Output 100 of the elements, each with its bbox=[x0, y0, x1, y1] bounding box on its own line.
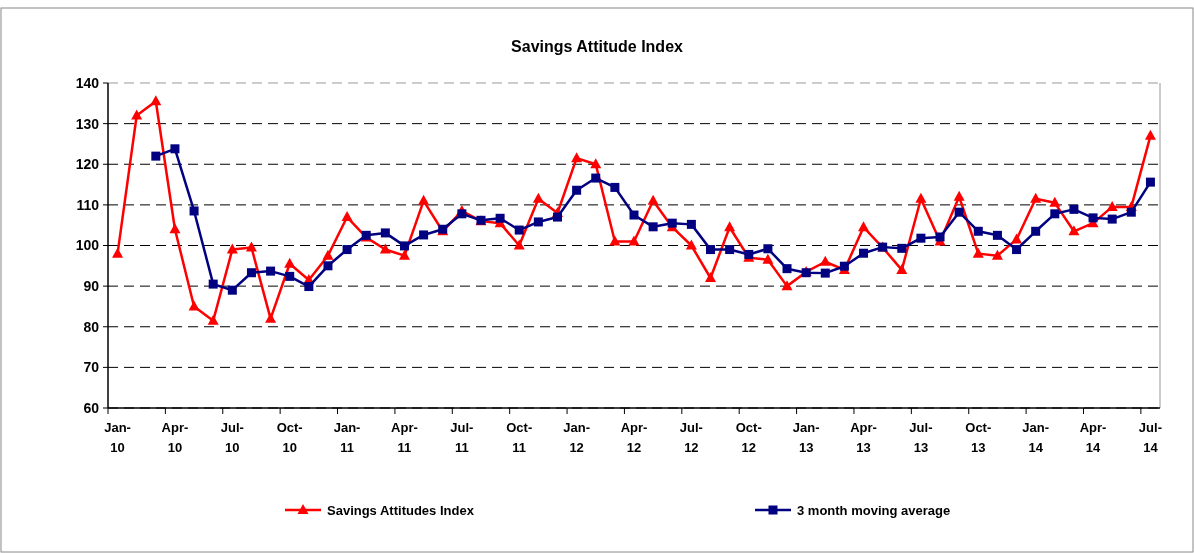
point bbox=[341, 211, 353, 222]
point bbox=[1049, 196, 1061, 207]
point bbox=[189, 206, 199, 216]
point bbox=[648, 222, 658, 232]
point bbox=[399, 241, 409, 251]
point bbox=[1031, 226, 1041, 236]
point bbox=[629, 210, 639, 220]
point bbox=[647, 194, 659, 205]
point bbox=[1126, 207, 1136, 217]
point bbox=[131, 109, 143, 120]
x-tick-label: Jan-12 bbox=[563, 420, 590, 455]
point bbox=[170, 144, 180, 154]
point bbox=[628, 235, 640, 246]
point bbox=[591, 173, 601, 183]
x-tick-label: Apr-10 bbox=[161, 420, 189, 455]
point bbox=[323, 261, 333, 271]
point bbox=[896, 263, 908, 274]
point bbox=[150, 95, 162, 106]
point bbox=[725, 245, 735, 255]
y-tick-label: 80 bbox=[83, 318, 100, 335]
point bbox=[514, 225, 524, 235]
x-tick-label: Oct-13 bbox=[965, 420, 992, 455]
point bbox=[342, 245, 352, 255]
point bbox=[495, 213, 505, 223]
point bbox=[552, 212, 562, 222]
point bbox=[304, 282, 314, 292]
point bbox=[705, 272, 717, 282]
x-tick-label: Apr-13 bbox=[850, 420, 877, 455]
point bbox=[457, 209, 467, 219]
point bbox=[1012, 245, 1022, 255]
point bbox=[819, 255, 831, 266]
point bbox=[1069, 204, 1079, 214]
point bbox=[915, 192, 927, 203]
point bbox=[667, 218, 677, 228]
point bbox=[762, 253, 774, 264]
point bbox=[897, 243, 907, 253]
x-tick-label: Jan-11 bbox=[333, 420, 361, 455]
y-tick-label: 70 bbox=[83, 359, 100, 376]
point bbox=[265, 312, 277, 323]
y-tick-label: 100 bbox=[75, 237, 100, 254]
point bbox=[972, 247, 984, 258]
x-tick-label: Apr-11 bbox=[391, 420, 418, 455]
point bbox=[1106, 200, 1118, 211]
point bbox=[686, 219, 696, 229]
point bbox=[1068, 225, 1080, 236]
point bbox=[226, 243, 238, 254]
point bbox=[419, 230, 429, 240]
point bbox=[1050, 209, 1060, 219]
point bbox=[380, 228, 390, 238]
point bbox=[609, 235, 621, 246]
point bbox=[782, 264, 792, 274]
x-tick-label: Jul-11 bbox=[450, 420, 474, 455]
y-tick-label: 90 bbox=[83, 278, 100, 295]
point bbox=[935, 232, 945, 242]
point bbox=[724, 221, 736, 232]
x-tick-label: Oct-12 bbox=[735, 420, 762, 455]
point bbox=[379, 243, 391, 254]
chart-title: Savings Attitude Index bbox=[511, 38, 684, 55]
point bbox=[991, 249, 1003, 260]
x-tick-label: Jan-14 bbox=[1022, 420, 1050, 455]
y-tick-label: 130 bbox=[75, 115, 100, 132]
point bbox=[151, 151, 161, 161]
point bbox=[418, 194, 430, 205]
point bbox=[188, 300, 200, 311]
point bbox=[1011, 233, 1023, 244]
y-tick-label: 120 bbox=[75, 156, 100, 173]
x-tick-label: Oct-10 bbox=[276, 420, 303, 455]
point bbox=[207, 314, 219, 325]
x-tick-label: Jul-10 bbox=[220, 420, 244, 455]
point bbox=[685, 239, 697, 250]
point bbox=[284, 257, 296, 268]
point bbox=[610, 182, 620, 192]
legend-label: Savings Attitudes Index bbox=[327, 502, 475, 518]
y-tick-label: 140 bbox=[75, 74, 100, 91]
point bbox=[513, 239, 525, 250]
point bbox=[953, 190, 965, 201]
point bbox=[1144, 129, 1156, 140]
point bbox=[973, 226, 983, 236]
x-tick-label: Apr-14 bbox=[1079, 420, 1107, 455]
point bbox=[572, 185, 582, 195]
point bbox=[1107, 214, 1117, 224]
point bbox=[706, 245, 716, 255]
point bbox=[246, 268, 256, 278]
legend-label: 3 month moving average bbox=[797, 502, 951, 518]
point bbox=[398, 249, 410, 260]
point bbox=[954, 207, 964, 217]
point bbox=[533, 217, 543, 227]
point bbox=[820, 268, 830, 278]
point bbox=[916, 233, 926, 243]
point bbox=[571, 152, 583, 163]
point bbox=[245, 241, 257, 252]
x-tick-label: Jul-13 bbox=[909, 420, 933, 455]
point bbox=[1030, 192, 1042, 203]
point bbox=[992, 230, 1002, 240]
y-tick-label: 110 bbox=[76, 196, 100, 213]
point bbox=[859, 248, 869, 258]
point bbox=[1088, 213, 1098, 223]
x-tick-label: Jan-10 bbox=[104, 420, 131, 455]
point bbox=[781, 280, 793, 291]
point bbox=[208, 279, 218, 289]
